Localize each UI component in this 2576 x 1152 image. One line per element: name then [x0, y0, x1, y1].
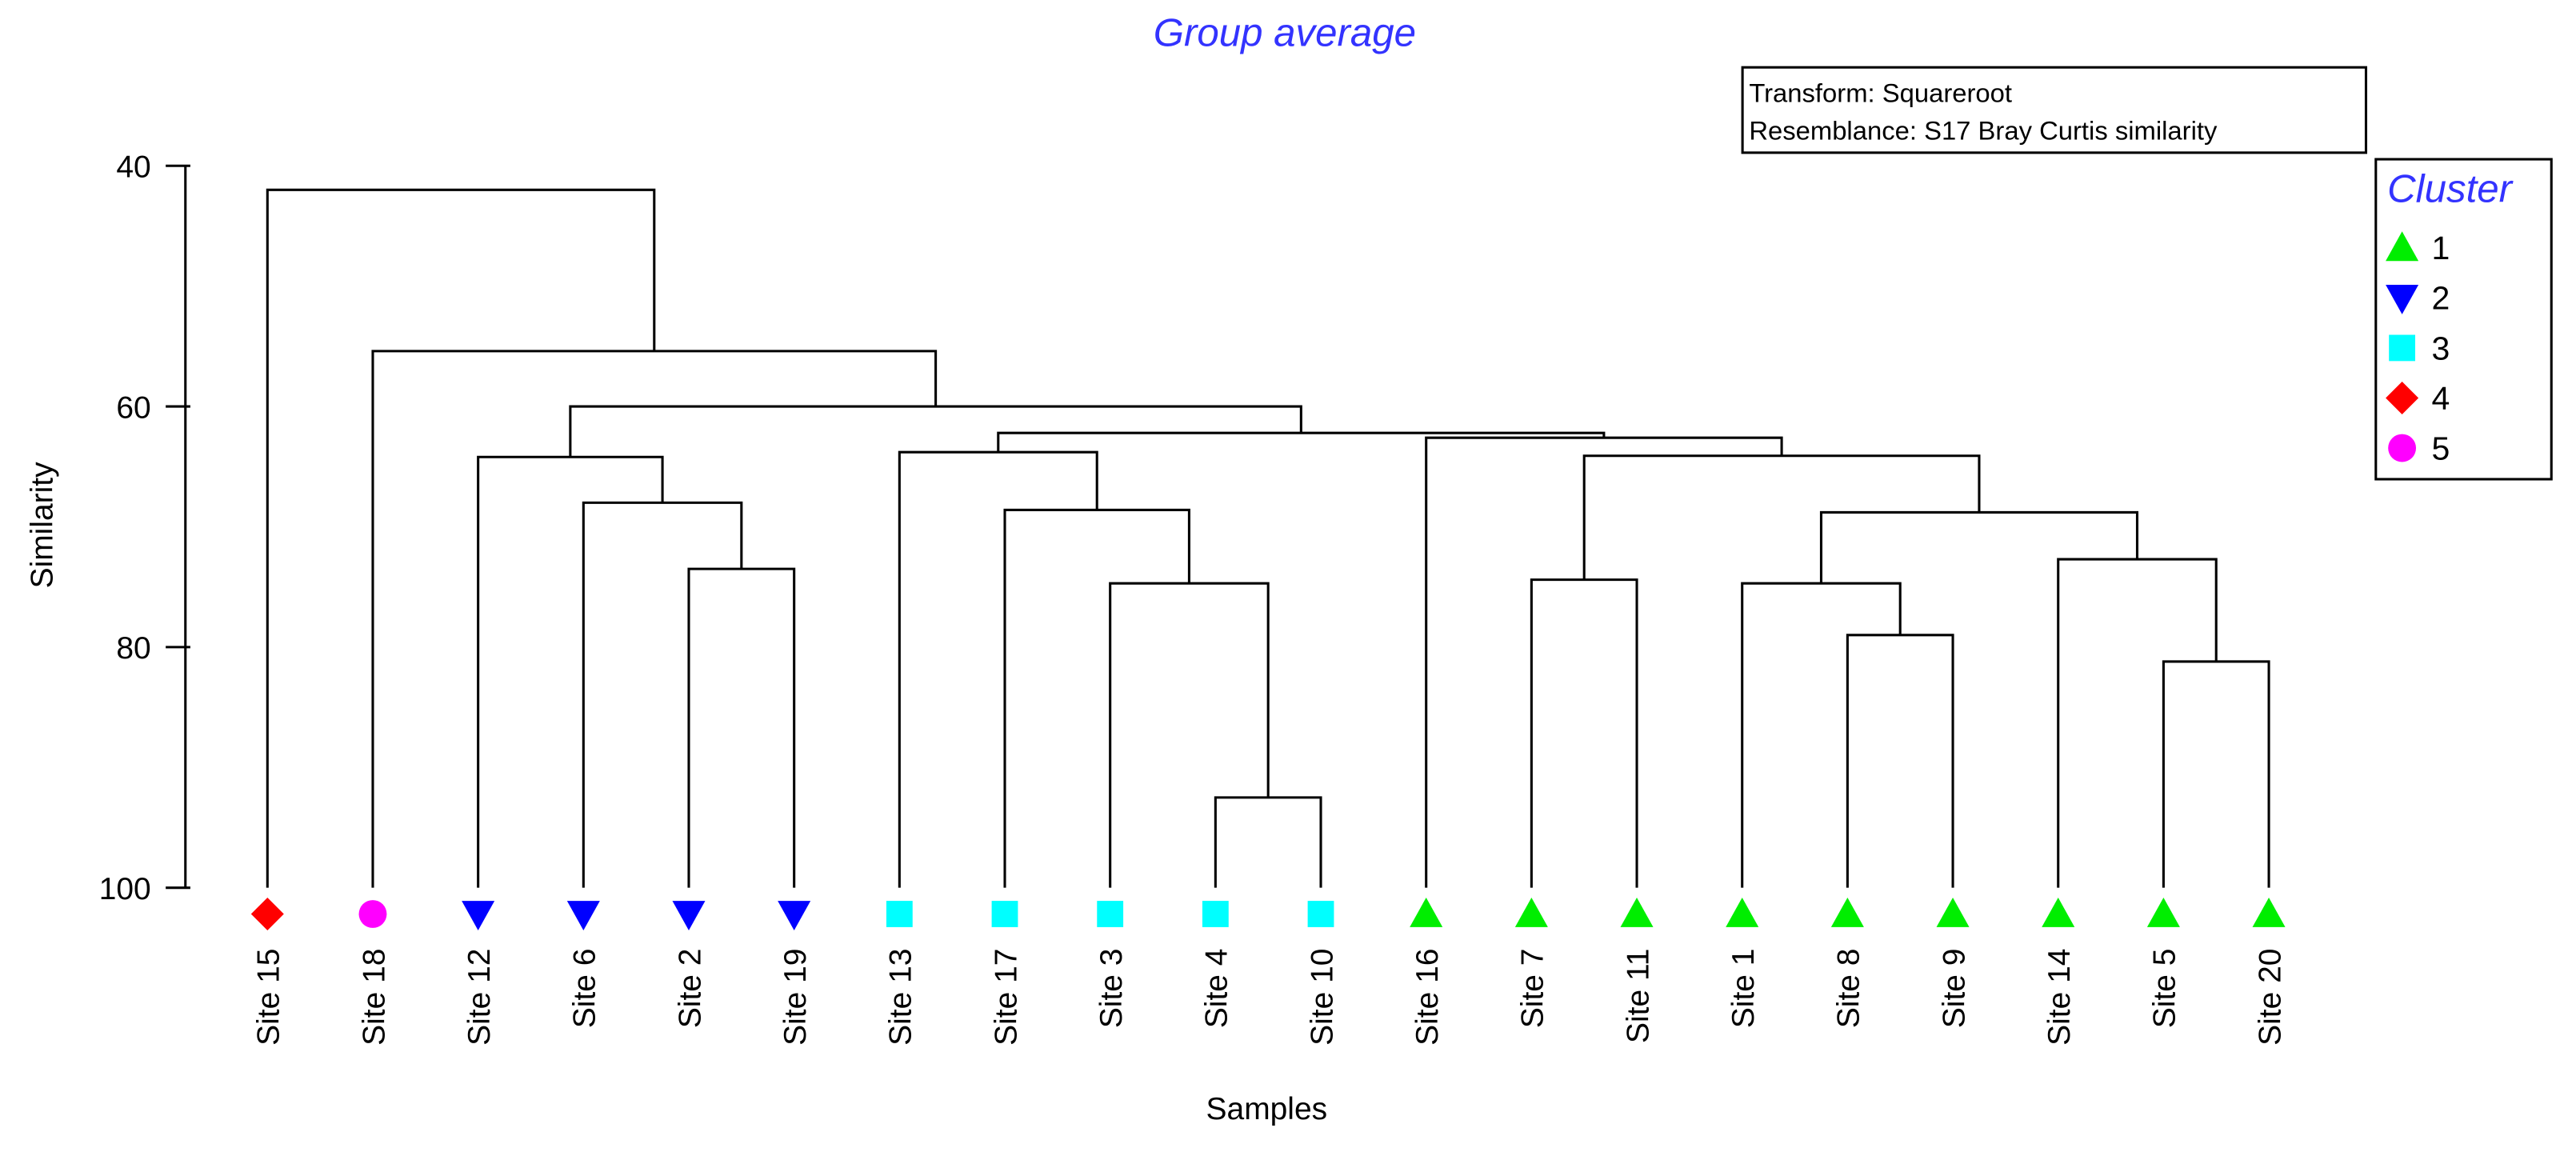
- leaf-label: Site 13: [884, 949, 918, 1046]
- leaf-marker: [778, 901, 811, 931]
- leaf-marker: [2252, 897, 2286, 927]
- leaf-label: Site 9: [1937, 949, 1971, 1029]
- leaf-marker: [1202, 901, 1229, 927]
- leaf-label: Site 10: [1305, 949, 1339, 1046]
- x-axis-label: Samples: [1206, 1092, 1328, 1126]
- leaf-marker: [1307, 901, 1334, 927]
- leaf-marker: [991, 901, 1018, 927]
- legend-label: 5: [2432, 430, 2450, 466]
- leaf-marker: [1410, 897, 1443, 927]
- dendrogram-branches: [266, 188, 2270, 888]
- leaf-label: Site 8: [1832, 949, 1866, 1029]
- chart-title: Group average: [1154, 11, 1416, 55]
- legend-marker-cluster-2: [2386, 284, 2419, 314]
- leaf-label: Site 1: [1726, 949, 1761, 1029]
- leaf-marker: [358, 900, 387, 928]
- info-box: Transform: Squareroot Resemblance: S17 B…: [1741, 66, 2368, 154]
- legend-marker-cluster-5: [2388, 434, 2417, 462]
- info-transform: Transform: Squareroot: [1749, 78, 2012, 107]
- dendrogram-branch: [1425, 436, 1783, 888]
- leaf-label: Site 2: [673, 949, 707, 1029]
- legend-marker-cluster-1: [2386, 231, 2419, 262]
- leaf-marker: [1936, 897, 1970, 927]
- leaf-label: Site 5: [2148, 949, 2182, 1029]
- dendrogram-branch: [2057, 558, 2218, 888]
- y-tick-label: 100: [99, 872, 151, 906]
- y-tick-label: 60: [116, 390, 150, 425]
- dendrogram-branch: [371, 350, 938, 888]
- leaf-label: Site 7: [1516, 949, 1550, 1029]
- dendrogram-branch: [898, 450, 1098, 888]
- leaf-label: Site 20: [2253, 949, 2287, 1046]
- legend-label: 2: [2432, 280, 2450, 317]
- y-axis-label: Similarity: [26, 462, 60, 589]
- legend-label: 4: [2432, 380, 2450, 417]
- leaf-marker: [1830, 897, 1864, 927]
- leaf-label: Site 6: [568, 949, 602, 1029]
- legend-title: Cluster: [2387, 166, 2514, 210]
- leaf-label: Site 17: [989, 949, 1023, 1046]
- dendrogram-branch: [1214, 796, 1322, 888]
- dendrogram-branch: [266, 188, 656, 888]
- dendrogram-branch: [1819, 510, 2139, 584]
- legend-label: 3: [2432, 330, 2450, 366]
- leaf-label: Site 14: [2042, 949, 2077, 1046]
- leaf-marker: [566, 901, 600, 931]
- legend-marker-cluster-3: [2389, 334, 2416, 362]
- dendrogram-branch: [687, 567, 796, 888]
- dendrogram-branch: [997, 431, 1606, 453]
- y-tick-label: 80: [116, 631, 150, 666]
- leaf-label: Site 3: [1094, 949, 1129, 1029]
- leaf-label: Site 15: [252, 949, 286, 1046]
- leaf-marker: [1514, 897, 1548, 927]
- info-resemblance: Resemblance: S17 Bray Curtis similarity: [1749, 115, 2218, 145]
- y-tick-label: 40: [116, 150, 150, 185]
- leaf-marker: [1726, 897, 1759, 927]
- leaf-marker: [2042, 897, 2075, 927]
- leaf-label: Site 12: [462, 949, 497, 1046]
- leaf-marker: [250, 897, 284, 931]
- leaf-marker: [1097, 901, 1124, 927]
- leaf-markers: [250, 897, 2286, 931]
- legend: Cluster 1 2 3 4 5: [2374, 158, 2553, 481]
- dendrogram-branch: [582, 501, 743, 888]
- leaf-marker: [672, 901, 706, 931]
- leaf-marker: [886, 901, 913, 927]
- y-axis: 40 60 80 100 Similarity: [26, 150, 190, 906]
- dendrogram-branch: [2162, 660, 2270, 888]
- leaf-label: Site 11: [1621, 949, 1655, 1043]
- leaf-label: Site 4: [1200, 949, 1234, 1029]
- leaf-marker: [462, 901, 495, 931]
- leaf-label: Site 18: [357, 949, 391, 1046]
- dendrogram-branch: [1582, 454, 1981, 580]
- legend-label: 1: [2432, 230, 2450, 266]
- dendrogram-branch: [1003, 508, 1190, 888]
- dendrogram-branch: [477, 455, 664, 888]
- leaf-marker: [1620, 897, 1654, 927]
- leaf-label: Site 16: [1410, 949, 1445, 1046]
- leaf-label: Site 19: [778, 949, 813, 1046]
- dendrogram-branch: [1741, 582, 1902, 888]
- leaf-labels: Site 15 Site 18 Site 12 Site 6 Site 2 Site 19…: [252, 949, 2288, 1046]
- dendrogram-branch: [1109, 582, 1270, 888]
- dendrogram-branch: [1530, 578, 1638, 888]
- dendrogram-branch: [1846, 634, 1954, 888]
- leaf-marker: [2146, 897, 2180, 927]
